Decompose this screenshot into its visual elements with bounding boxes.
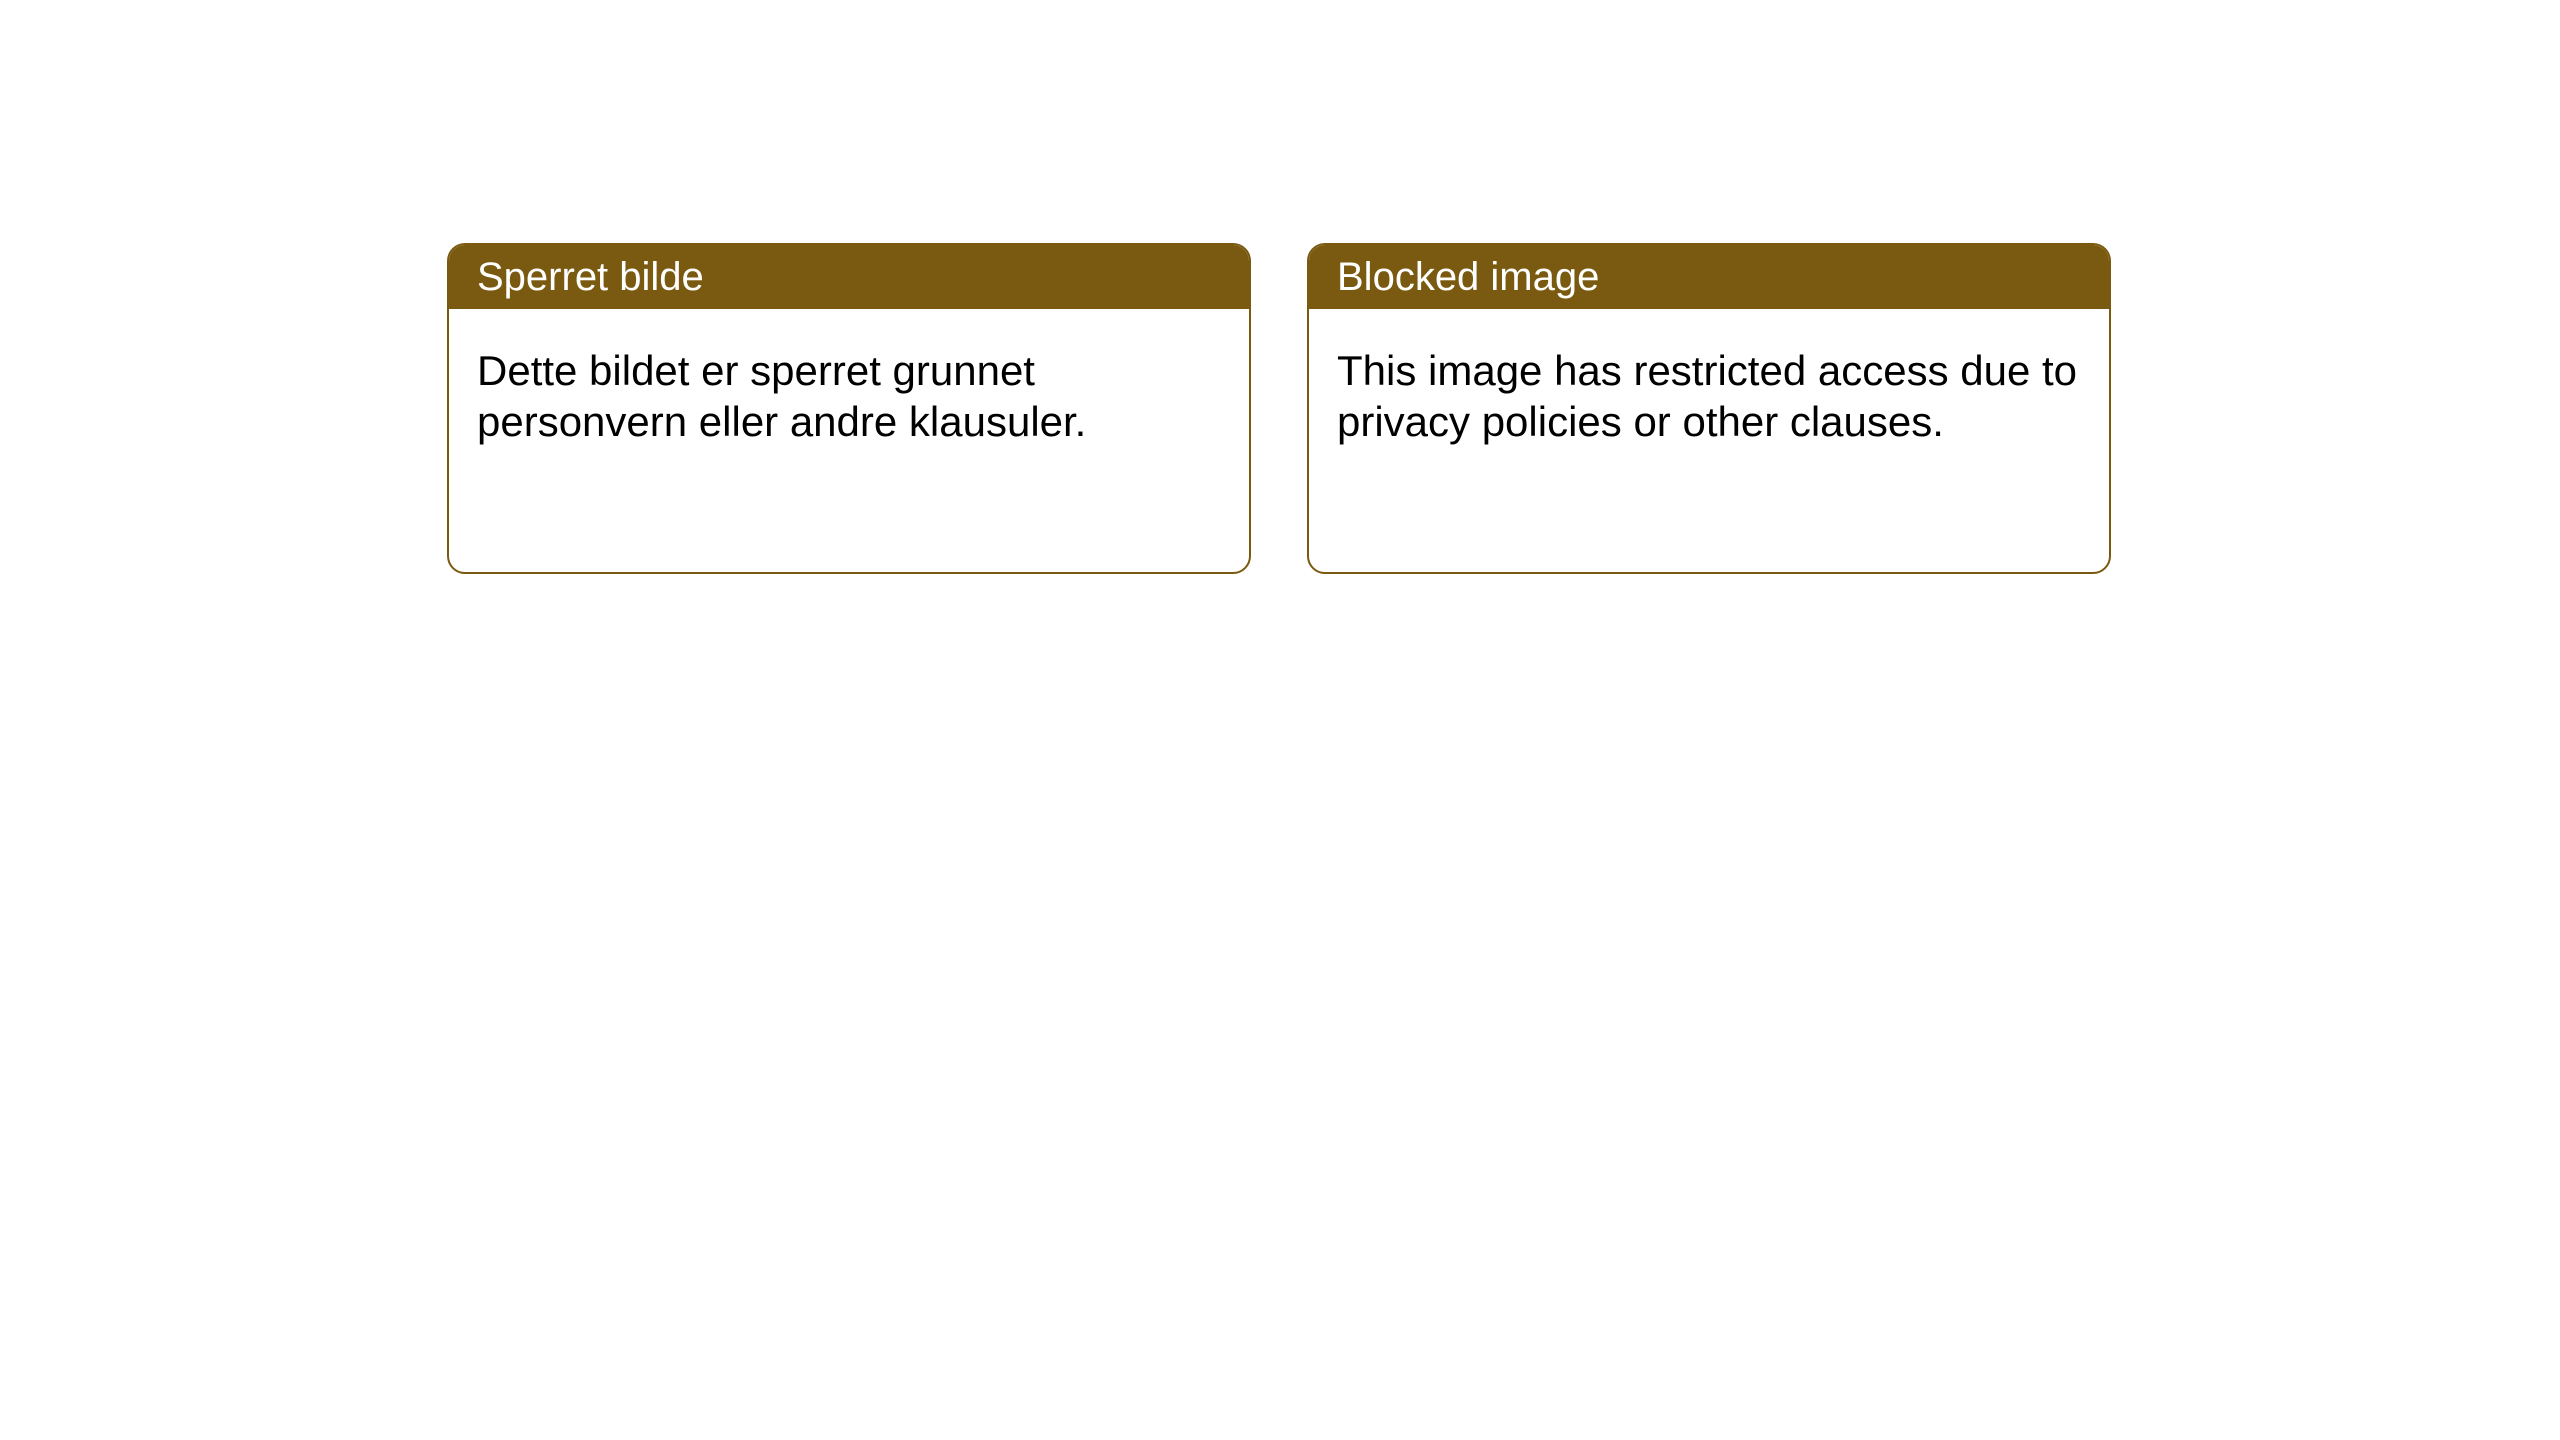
card-body-text: Dette bildet er sperret grunnet personve… — [477, 347, 1086, 445]
card-header: Blocked image — [1309, 245, 2109, 309]
card-title: Blocked image — [1337, 255, 1599, 299]
card-body: Dette bildet er sperret grunnet personve… — [449, 309, 1249, 483]
notice-container: Sperret bilde Dette bildet er sperret gr… — [0, 0, 2560, 574]
card-header: Sperret bilde — [449, 245, 1249, 309]
card-body-text: This image has restricted access due to … — [1337, 347, 2077, 445]
card-title: Sperret bilde — [477, 255, 704, 299]
card-body: This image has restricted access due to … — [1309, 309, 2109, 483]
notice-card-english: Blocked image This image has restricted … — [1307, 243, 2111, 574]
notice-card-norwegian: Sperret bilde Dette bildet er sperret gr… — [447, 243, 1251, 574]
